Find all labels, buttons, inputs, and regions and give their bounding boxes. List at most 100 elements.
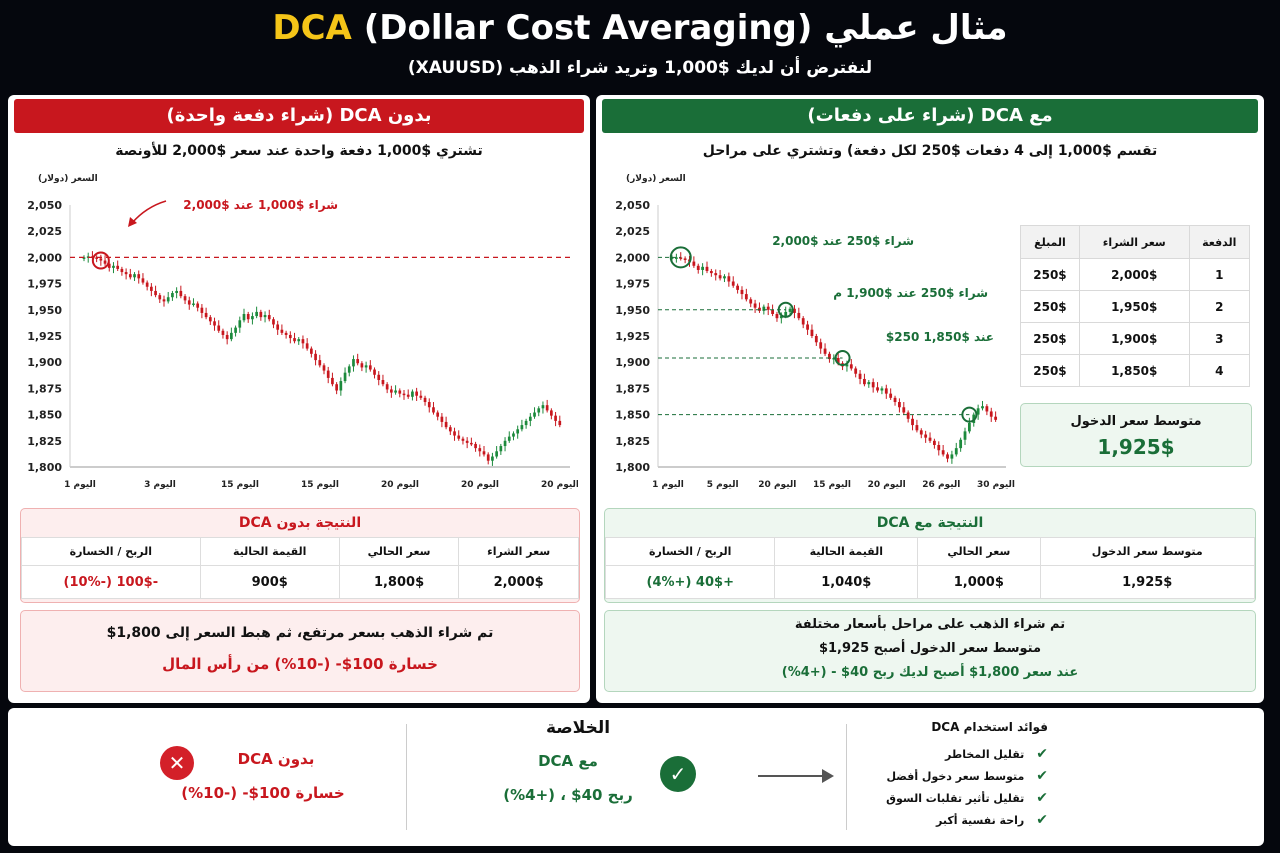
candle-body	[779, 316, 783, 319]
candle-body	[981, 406, 984, 409]
table-cell: 1,800$	[338, 565, 460, 599]
candle-body	[360, 363, 364, 368]
buy-marker	[834, 350, 851, 367]
table-header: الربح / الخسارة	[605, 537, 776, 566]
arrow-right-icon	[758, 769, 834, 783]
candle-body	[491, 456, 494, 461]
candle-body	[528, 416, 532, 421]
candle-body	[183, 296, 187, 301]
x-tick-label: اليوم 15	[221, 480, 259, 490]
summary-with-value: ربح 40$ ، (+4%)	[503, 786, 633, 804]
candle-body	[95, 257, 98, 259]
candle-body	[533, 412, 536, 417]
candle-body	[845, 364, 849, 367]
chart-without-dca: السعر (دولار) 1,800 1,825 1,850 1,875 1,900 1,…	[27, 174, 578, 490]
candle-body	[120, 268, 124, 273]
candle-body	[775, 313, 779, 319]
candle-body	[928, 437, 932, 441]
y-tick-label: 1,875	[615, 382, 650, 395]
candle-body	[801, 318, 805, 325]
title-dca: DCA	[272, 8, 352, 48]
candle-body	[516, 429, 520, 434]
candle-body	[204, 312, 208, 318]
buy-marker	[777, 301, 794, 318]
table-cell: 250$	[1020, 290, 1080, 323]
candle-body	[419, 395, 423, 398]
candle-body	[82, 257, 86, 259]
candle-body	[335, 384, 338, 391]
candle-body	[867, 382, 871, 385]
table-header: سعر الحالي	[917, 537, 1041, 566]
y-tick-label: 2,025	[27, 225, 62, 238]
divider	[406, 724, 407, 830]
check-icon: ✔	[1036, 746, 1048, 762]
y-tick-label: 1,950	[615, 304, 650, 317]
candle-body	[461, 438, 465, 441]
candle-body	[267, 315, 271, 320]
candle-body	[116, 265, 120, 269]
candle-body	[251, 316, 254, 320]
candle-body	[280, 329, 284, 333]
table-cell: 2,000$	[1078, 258, 1190, 291]
candle-body	[709, 271, 713, 274]
page-title: مثال عملي DCA (Dollar Cost Averaging)	[0, 8, 1280, 48]
candle-body	[470, 442, 473, 445]
candle-body	[390, 389, 393, 393]
table-header: سعر الحالي	[338, 537, 460, 566]
candle-body	[696, 265, 700, 270]
candle-body	[499, 446, 503, 452]
candle-body	[297, 339, 301, 342]
title-english: (Dollar Cost Averaging)	[363, 8, 813, 48]
y-axis-label: السعر (دولار)	[626, 174, 686, 184]
candle-body	[941, 450, 945, 455]
y-tick-label: 1,850	[27, 409, 62, 422]
candle-body	[512, 433, 515, 437]
buy-marker	[91, 251, 110, 270]
y-tick-label: 1,800	[27, 461, 62, 474]
y-tick-label: 1,850	[615, 409, 650, 422]
table-header: الدفعة	[1188, 225, 1251, 259]
candle-body	[714, 273, 718, 276]
batches-table: الدفعة سعر الشراء المبلغ 1 2,000$ 250$ 2…	[1020, 225, 1251, 387]
candle-body	[103, 260, 107, 264]
candle-body	[902, 407, 906, 413]
candle-body	[858, 373, 862, 379]
candle-body	[915, 425, 919, 431]
candle-body	[322, 365, 326, 371]
benefit-item: ✔ تقليل تأثير تقلبات السوق	[886, 790, 1048, 806]
note-line: تم شراء الذهب بسعر مرتفع، ثم هبط السعر إ…	[106, 625, 494, 641]
candle-body	[731, 281, 735, 286]
candle-body	[736, 285, 739, 290]
table-cell: 2,000$	[458, 565, 579, 599]
candle-body	[331, 377, 334, 385]
candle-body	[255, 311, 258, 317]
table-header: القيمة الحالية	[774, 537, 919, 566]
candle-body	[326, 370, 330, 378]
result-title-with: النتيجة مع DCA	[876, 515, 984, 531]
candle-body	[784, 311, 788, 317]
title-arabic: مثال عملي	[824, 8, 1008, 48]
table-cell: 250$	[1020, 258, 1080, 291]
candle-body	[554, 415, 557, 421]
candle-body	[411, 391, 414, 397]
candle-body	[524, 420, 528, 426]
candle-body	[246, 313, 250, 320]
result-title-without: النتيجة بدون DCA	[238, 515, 362, 531]
candle-body	[457, 435, 461, 439]
table-cell: 1,900$	[1078, 322, 1190, 355]
candle-body	[453, 431, 456, 436]
candle-body	[788, 308, 792, 312]
candle-body	[495, 451, 498, 457]
note-line: متوسط سعر الدخول أصبح 1,925$	[818, 641, 1042, 656]
candle-body	[427, 402, 431, 408]
candle-body	[545, 405, 549, 411]
candle-body	[976, 408, 980, 415]
candle-body	[884, 388, 888, 394]
candle-body	[158, 295, 162, 300]
x-tick-label: اليوم 20	[758, 480, 796, 490]
candle-body	[705, 266, 709, 272]
result-table-with: متوسط سعر الدخول سعر الحالي القيمة الحال…	[605, 537, 1255, 599]
candle-body	[550, 410, 553, 416]
x-tick-label: اليوم 20	[381, 480, 419, 490]
annotation-label: شراء $1,000 عند $2,000	[183, 198, 338, 212]
